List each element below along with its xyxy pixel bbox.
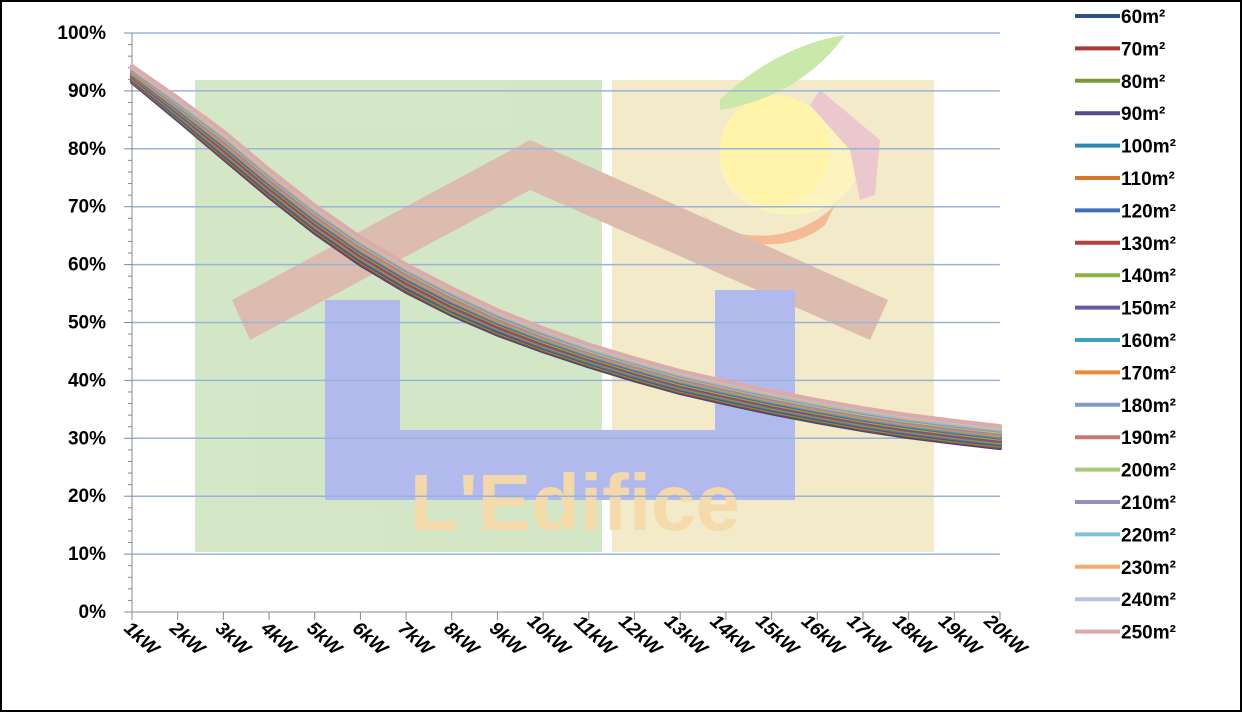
y-tick-label: 20%: [68, 486, 106, 507]
legend-label: 230m²: [1121, 558, 1176, 579]
legend-label: 80m²: [1121, 72, 1165, 93]
legend-label: 110m²: [1121, 169, 1175, 190]
legend-label: 210m²: [1121, 493, 1176, 514]
legend-label: 140m²: [1121, 266, 1176, 287]
legend-label: 220m²: [1121, 525, 1176, 546]
legend-label: 130m²: [1121, 234, 1176, 255]
legend-label: 70m²: [1121, 39, 1165, 60]
legend-label: 190m²: [1121, 428, 1176, 449]
legend: 60m² 70m² 80m² 90m² 100m² 110m² 120m² 130m² 140m…: [1075, 7, 1176, 644]
y-tick-label: 10%: [68, 544, 106, 565]
legend-label: 150m²: [1121, 299, 1176, 320]
legend-label: 160m²: [1121, 331, 1176, 352]
legend-label: 180m²: [1121, 396, 1176, 417]
legend-label: 120m²: [1121, 201, 1176, 222]
axes: [124, 32, 1001, 620]
y-tick-label: 70%: [68, 197, 106, 218]
legend-label: 170m²: [1121, 363, 1176, 384]
legend-label: 200m²: [1121, 461, 1176, 482]
y-axis-tick-labels: 0% 10% 20% 30% 40% 50% 60% 70% 80% 90% 100%: [57, 23, 106, 623]
y-tick-label: 90%: [68, 81, 106, 102]
series-lines: [130, 64, 1002, 451]
y-tick-label: 100%: [57, 23, 106, 44]
y-tick-label: 30%: [68, 428, 106, 449]
watermark-text: L'Edifice: [410, 458, 740, 547]
y-tick-label: 50%: [68, 313, 106, 334]
watermark-logo: L'Edifice: [195, 35, 934, 552]
grid-lines: [132, 32, 1000, 555]
y-tick-label: 0%: [79, 602, 107, 623]
y-tick-label: 40%: [68, 370, 106, 391]
y-tick-label: 60%: [68, 255, 106, 276]
y-tick-label: 80%: [68, 139, 106, 160]
legend-label: 90m²: [1121, 104, 1165, 125]
series-line: [130, 64, 1002, 429]
legend-label: 240m²: [1121, 590, 1176, 611]
legend-label: 250m²: [1121, 623, 1176, 644]
legend-label: 100m²: [1121, 137, 1176, 158]
legend-label: 60m²: [1121, 7, 1165, 28]
